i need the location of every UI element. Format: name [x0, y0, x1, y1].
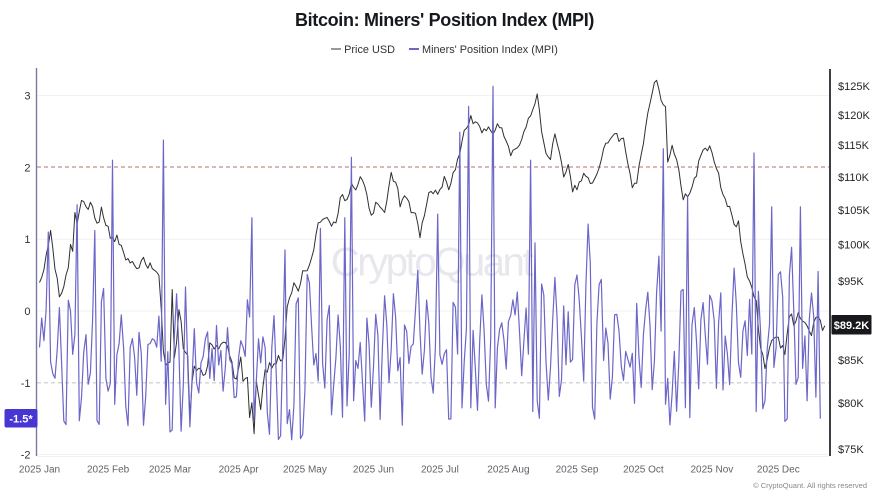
svg-text:© CryptoQuant. All rights rese: © CryptoQuant. All rights reserved: [753, 481, 867, 490]
svg-text:$95K: $95K: [838, 276, 864, 288]
svg-text:2025 Jan: 2025 Jan: [19, 465, 60, 476]
svg-text:$110K: $110K: [838, 172, 870, 184]
svg-text:$85K: $85K: [838, 355, 864, 367]
svg-text:0: 0: [24, 306, 30, 318]
svg-text:2025 Jul: 2025 Jul: [421, 465, 459, 476]
svg-text:CryptoQuant: CryptoQuant: [331, 241, 534, 285]
svg-text:2025 Aug: 2025 Aug: [487, 465, 529, 476]
svg-text:3: 3: [24, 91, 30, 103]
svg-text:$105K: $105K: [838, 205, 870, 217]
svg-text:$125K: $125K: [838, 81, 870, 93]
svg-text:2025 Jun: 2025 Jun: [353, 465, 394, 476]
svg-text:$115K: $115K: [838, 140, 870, 152]
svg-text:$100K: $100K: [838, 240, 870, 252]
svg-text:$89.2K: $89.2K: [834, 320, 870, 332]
svg-text:$80K: $80K: [838, 398, 864, 410]
svg-text:2025 Nov: 2025 Nov: [690, 465, 733, 476]
svg-text:1: 1: [24, 234, 30, 246]
svg-text:2025 May: 2025 May: [283, 465, 327, 476]
svg-text:-1.5*: -1.5*: [9, 414, 33, 426]
svg-text:2025 Oct: 2025 Oct: [623, 465, 664, 476]
svg-text:-1: -1: [21, 378, 31, 390]
svg-text:$75K: $75K: [838, 444, 864, 456]
svg-text:2: 2: [24, 162, 30, 174]
svg-text:2025 Mar: 2025 Mar: [149, 465, 192, 476]
svg-text:2025 Sep: 2025 Sep: [556, 465, 599, 476]
svg-text:2025 Dec: 2025 Dec: [757, 465, 800, 476]
svg-text:2025 Apr: 2025 Apr: [219, 465, 260, 476]
svg-text:-2: -2: [21, 450, 31, 462]
svg-text:$120K: $120K: [838, 110, 870, 122]
svg-text:2025 Feb: 2025 Feb: [87, 465, 130, 476]
